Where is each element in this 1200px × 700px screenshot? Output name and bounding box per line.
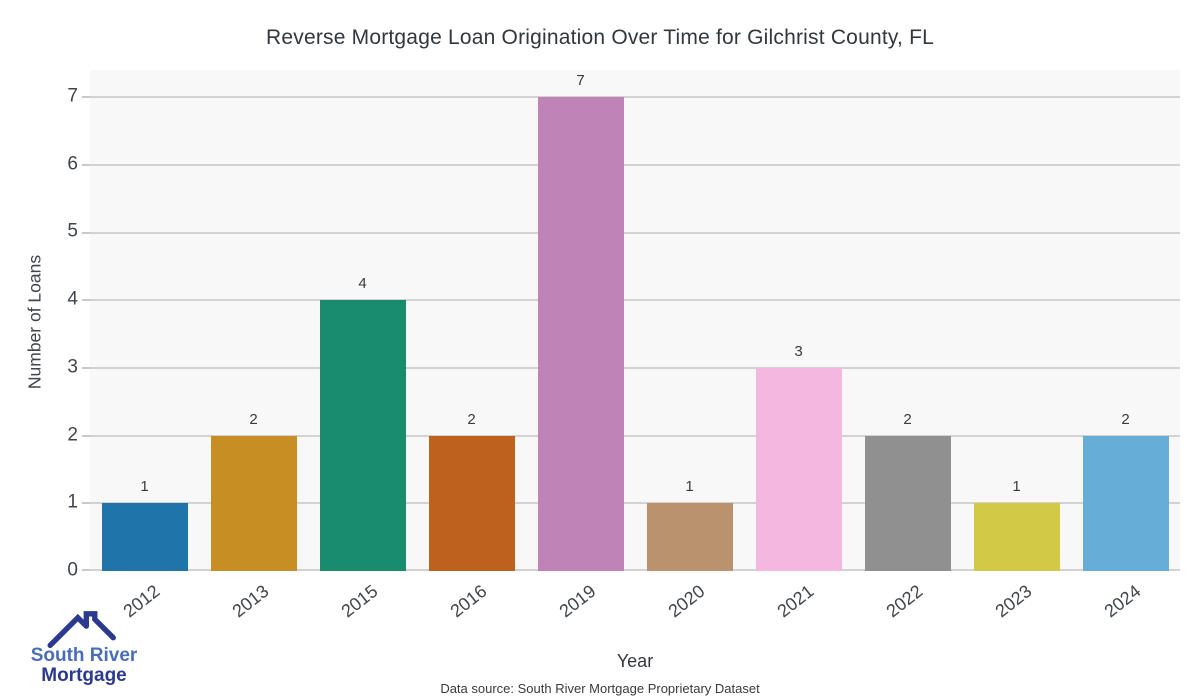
bar-2023 [973, 503, 1060, 571]
x-tick-label-2016: 2016 [446, 580, 490, 622]
y-tick-label-7: 7 [67, 85, 78, 107]
bar-value-label-2015: 4 [358, 275, 367, 292]
bar-2020 [646, 503, 733, 571]
x-tick-label-2020: 2020 [664, 580, 708, 622]
y-tick-mark-7 [82, 96, 90, 99]
bar-value-label-2020: 1 [685, 478, 694, 495]
data-source-caption: Data source: South River Mortgage Propri… [440, 681, 760, 696]
gridline-y1 [90, 502, 1180, 505]
y-tick-label-5: 5 [67, 221, 78, 243]
bar-value-label-2023: 1 [1012, 478, 1021, 495]
y-tick-label-2: 2 [67, 424, 78, 446]
y-tick-mark-3 [82, 366, 90, 369]
bar-value-label-2019: 7 [576, 72, 585, 89]
bar-value-label-2013: 2 [249, 411, 258, 428]
gridline-y0 [90, 569, 1180, 571]
gridline-y7 [90, 96, 1180, 99]
y-tick-label-6: 6 [67, 153, 78, 175]
x-tick-label-2022: 2022 [882, 580, 926, 622]
gridline-y3 [90, 366, 1180, 369]
y-tick-mark-4 [82, 299, 90, 302]
y-tick-label-1: 1 [67, 491, 78, 513]
bar-value-label-2024: 2 [1121, 411, 1130, 428]
house-roof-icon [47, 611, 116, 649]
plot-area [82, 70, 1180, 571]
gridline-y4 [90, 299, 1180, 302]
y-tick-mark-6 [82, 163, 90, 166]
x-tick-label-2024: 2024 [1100, 580, 1144, 622]
x-tick-label-2019: 2019 [555, 580, 599, 622]
y-tick-label-0: 0 [67, 559, 78, 581]
bar-2013 [210, 436, 297, 571]
bar-2012 [101, 503, 188, 571]
bar-2015 [319, 300, 406, 571]
bar-2022 [864, 436, 951, 571]
bar-value-label-2022: 2 [903, 411, 912, 428]
x-tick-label-2013: 2013 [228, 580, 272, 622]
gridline-y2 [90, 434, 1180, 437]
y-tick-mark-1 [82, 502, 90, 505]
bar-2019 [537, 97, 624, 571]
y-tick-mark-2 [82, 434, 90, 437]
chart-title: Reverse Mortgage Loan Origination Over T… [266, 26, 934, 49]
y-tick-mark-0 [82, 569, 90, 571]
bar-value-label-2021: 3 [794, 343, 803, 360]
x-tick-label-2023: 2023 [991, 580, 1035, 622]
y-tick-label-3: 3 [67, 356, 78, 378]
x-tick-label-2015: 2015 [337, 580, 381, 622]
bar-2016 [428, 436, 515, 571]
x-axis-title: Year [616, 651, 654, 671]
logo-text-line1: South River [30, 645, 138, 666]
gridline-y5 [90, 231, 1180, 234]
y-tick-label-4: 4 [67, 288, 78, 310]
y-tick-mark-5 [82, 231, 90, 234]
logo-text-line2: Mortgage [41, 664, 127, 686]
gridline-y6 [90, 163, 1180, 166]
bar-value-label-2012: 1 [140, 478, 149, 495]
bar-value-label-2016: 2 [467, 411, 476, 428]
bar-2024 [1082, 436, 1169, 571]
company-logo: South River Mortgage [16, 610, 152, 686]
bar-2021 [755, 368, 842, 571]
x-tick-label-2021: 2021 [773, 580, 817, 622]
